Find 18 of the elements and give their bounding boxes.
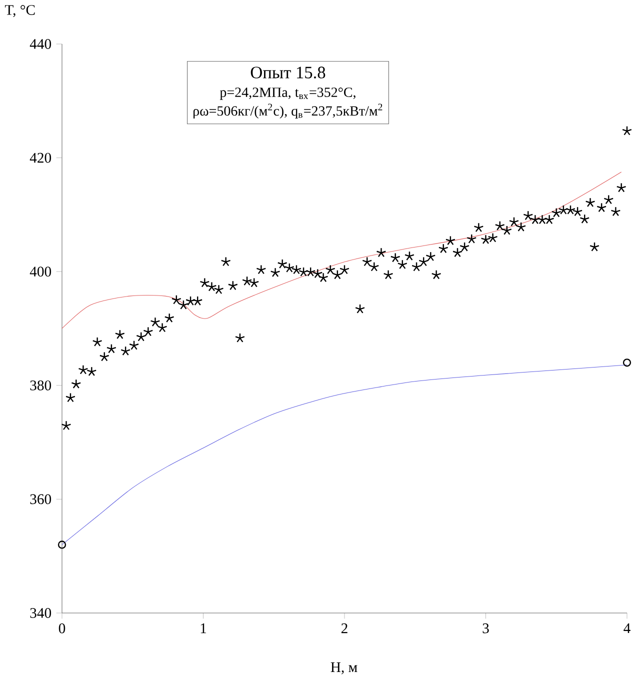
line-series (62, 364, 628, 545)
x-tick-label: 3 (482, 623, 489, 634)
y-tick-label: 380 (30, 380, 52, 390)
annotation: ρω=506кг/(м$^{2}$с), q$_{в}$=237,5кВт/м$^{2}$ (194, 104, 382, 118)
y-axis-title: T, °C (4, 5, 35, 18)
y-tick-label: 360 (30, 494, 52, 504)
line-series (62, 172, 622, 329)
y-tick-label: 440 (30, 39, 52, 49)
x-tick-label: 1 (200, 623, 206, 634)
annotation: p=24,2МПа, t$_{вх}$=352°C, (220, 88, 356, 100)
y-tick-label: 340 (30, 608, 52, 618)
text: Опыт 15.8 (250, 66, 326, 78)
x-tick-label: 0 (58, 623, 66, 634)
y-tick-label: 400 (30, 266, 52, 277)
x-tick-label: 4 (624, 623, 630, 634)
x-axis-title: H, м (330, 662, 358, 674)
x-tick-label: 2 (341, 623, 348, 634)
y-tick-label: 420 (30, 152, 52, 163)
